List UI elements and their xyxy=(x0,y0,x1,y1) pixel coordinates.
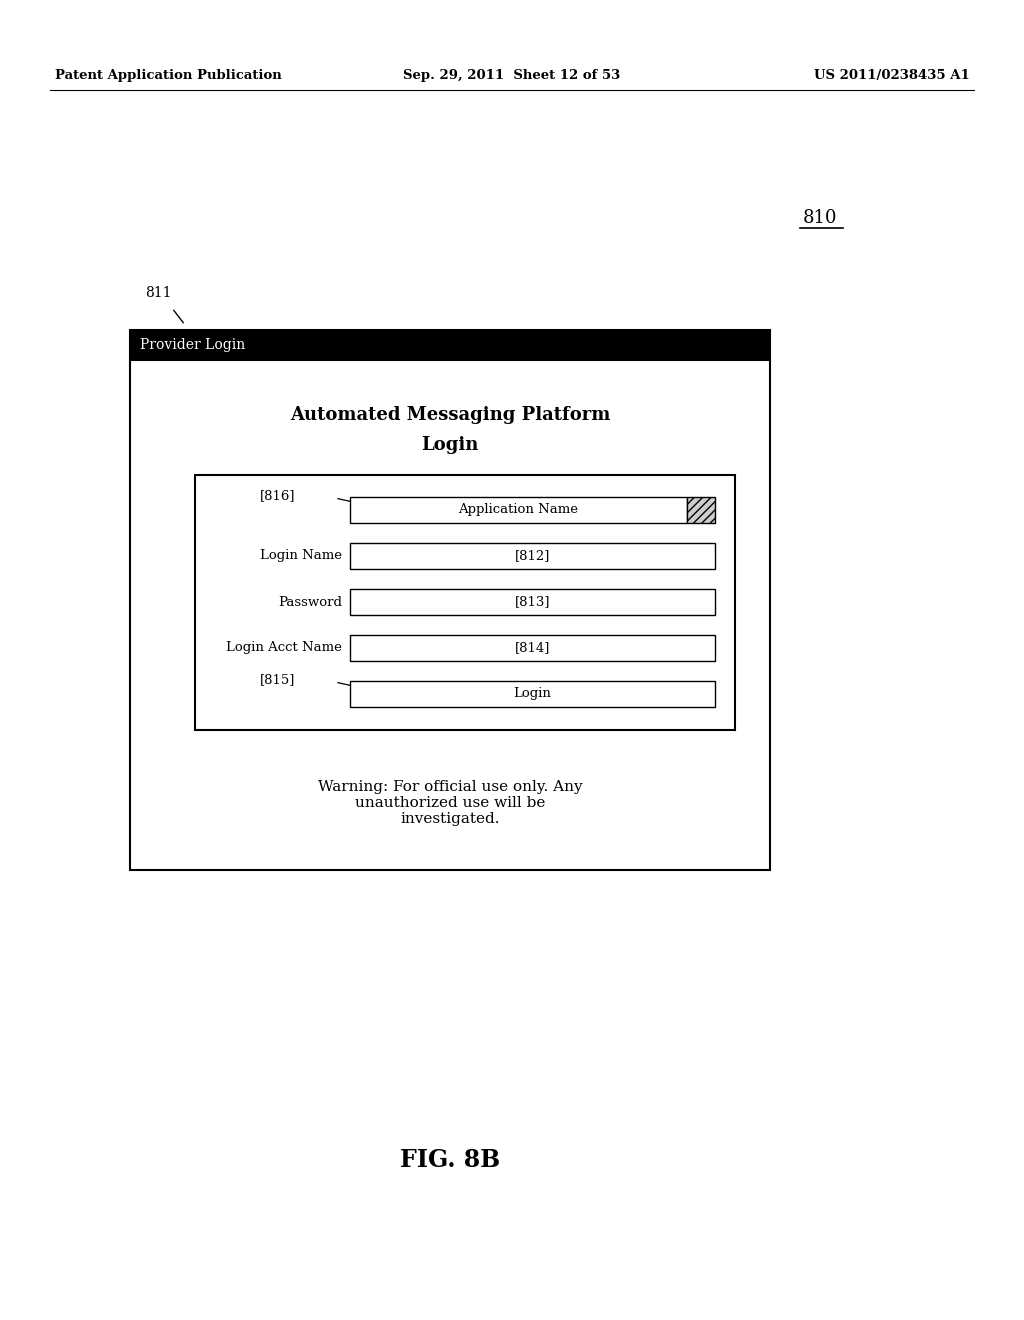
Text: Provider Login: Provider Login xyxy=(140,338,246,352)
Text: Login Name: Login Name xyxy=(260,549,342,562)
Text: US 2011/0238435 A1: US 2011/0238435 A1 xyxy=(814,69,970,82)
Text: [815]: [815] xyxy=(260,673,295,686)
Text: Application Name: Application Name xyxy=(459,503,579,516)
Text: Automated Messaging Platform: Automated Messaging Platform xyxy=(290,407,610,424)
Bar xyxy=(350,543,715,569)
Text: Login: Login xyxy=(421,436,478,454)
Text: 811: 811 xyxy=(145,286,171,300)
Text: [814]: [814] xyxy=(515,642,550,655)
Bar xyxy=(687,498,715,523)
Bar xyxy=(195,475,735,730)
Bar xyxy=(350,681,715,708)
Text: Login: Login xyxy=(514,688,552,701)
Text: 810: 810 xyxy=(803,209,838,227)
Text: FIG. 8B: FIG. 8B xyxy=(400,1148,500,1172)
Bar xyxy=(350,589,715,615)
Text: Password: Password xyxy=(278,595,342,609)
Text: Login Acct Name: Login Acct Name xyxy=(226,642,342,655)
Bar xyxy=(350,635,715,661)
Bar xyxy=(130,330,770,360)
Text: Patent Application Publication: Patent Application Publication xyxy=(55,69,282,82)
Text: [812]: [812] xyxy=(515,549,550,562)
Text: Warning: For official use only. Any
unauthorized use will be
investigated.: Warning: For official use only. Any unau… xyxy=(317,780,583,826)
Text: [816]: [816] xyxy=(259,490,295,503)
Text: [813]: [813] xyxy=(515,595,550,609)
Text: Sep. 29, 2011  Sheet 12 of 53: Sep. 29, 2011 Sheet 12 of 53 xyxy=(403,69,621,82)
Bar xyxy=(350,498,687,523)
Bar xyxy=(130,360,770,870)
